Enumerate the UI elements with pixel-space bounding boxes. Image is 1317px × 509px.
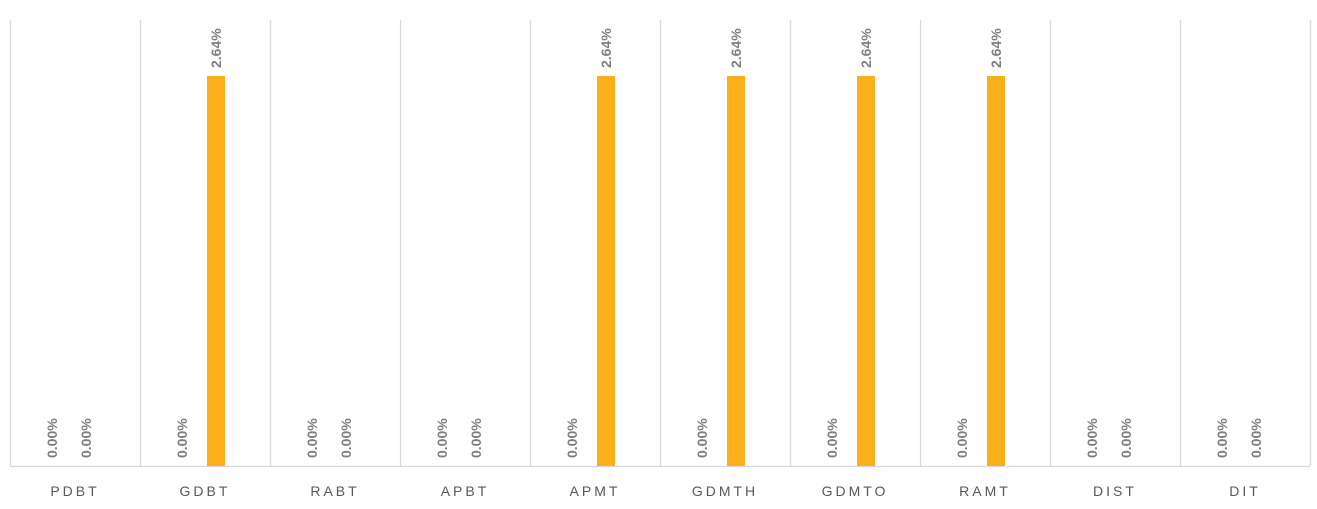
data-label: 2.64% bbox=[858, 28, 874, 68]
x-tick-label: DIST bbox=[1093, 483, 1137, 499]
data-label: 0.00% bbox=[564, 418, 580, 458]
data-label: 0.00% bbox=[1214, 418, 1230, 458]
data-label: 0.00% bbox=[1118, 418, 1134, 458]
bar-gdbt-series-2 bbox=[207, 76, 225, 466]
x-tick-label: APMT bbox=[570, 483, 621, 499]
data-label: 2.64% bbox=[208, 28, 224, 68]
data-label: 2.64% bbox=[598, 28, 614, 68]
x-tick-label: GDMTO bbox=[822, 483, 889, 499]
data-label: 0.00% bbox=[174, 418, 190, 458]
data-label: 2.64% bbox=[728, 28, 744, 68]
x-tick-label: GDBT bbox=[180, 483, 231, 499]
x-tick-label: RABT bbox=[310, 483, 359, 499]
data-label: 2.64% bbox=[988, 28, 1004, 68]
data-label: 0.00% bbox=[694, 418, 710, 458]
data-label: 0.00% bbox=[44, 418, 60, 458]
data-label: 0.00% bbox=[434, 418, 450, 458]
data-label: 0.00% bbox=[1084, 418, 1100, 458]
bar-gdmth-series-2 bbox=[727, 76, 745, 466]
x-tick-label: GDMTH bbox=[692, 483, 758, 499]
bar-gdmto-series-2 bbox=[857, 76, 875, 466]
data-label: 0.00% bbox=[1248, 418, 1264, 458]
bar-apmt-series-2 bbox=[597, 76, 615, 466]
x-tick-label: PDBT bbox=[50, 483, 99, 499]
data-label: 0.00% bbox=[304, 418, 320, 458]
data-label: 0.00% bbox=[824, 418, 840, 458]
x-tick-label: DIT bbox=[1229, 483, 1261, 499]
data-label: 0.00% bbox=[78, 418, 94, 458]
data-label: 0.00% bbox=[338, 418, 354, 458]
x-tick-label: APBT bbox=[441, 483, 490, 499]
x-tick-label: RAMT bbox=[959, 483, 1011, 499]
data-label: 0.00% bbox=[468, 418, 484, 458]
bar-ramt-series-2 bbox=[987, 76, 1005, 466]
data-label: 0.00% bbox=[954, 418, 970, 458]
